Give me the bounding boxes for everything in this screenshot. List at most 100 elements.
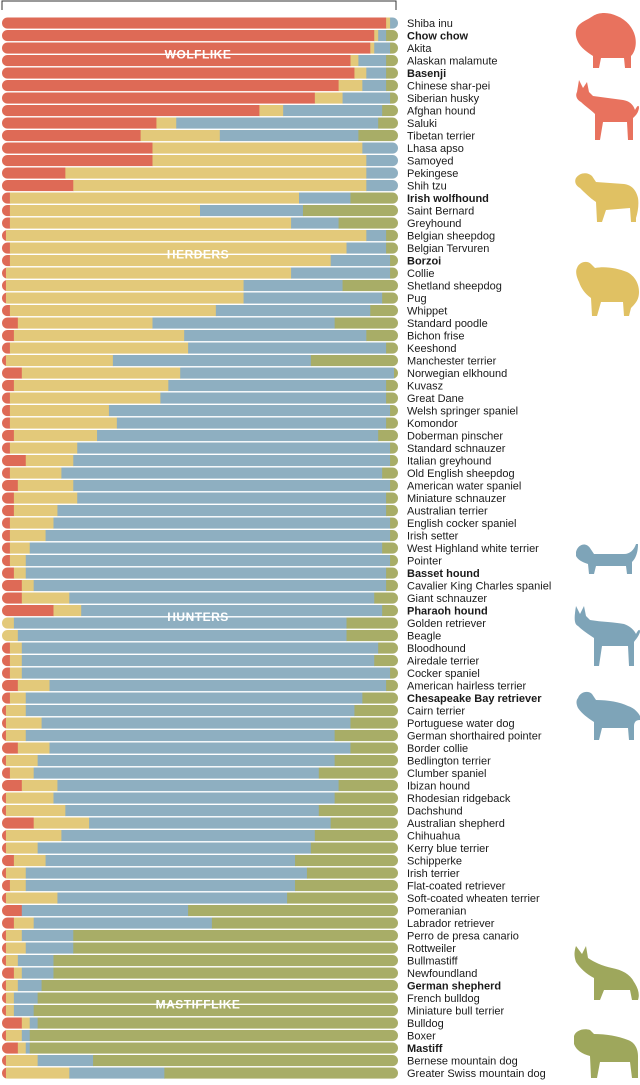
bar-segment-herders <box>9 255 332 267</box>
bar-segment-mastifflike <box>295 880 398 892</box>
breed-label: Greater Swiss mountain dog <box>407 1068 546 1080</box>
bar-segment-herders <box>5 992 15 1004</box>
bar-segment-mastifflike <box>33 1005 398 1017</box>
breed-label: Afghan hound <box>407 106 476 118</box>
bar-segment-wolflike <box>2 642 11 654</box>
breed-row <box>2 942 398 954</box>
bar-segment-mastifflike <box>390 442 398 454</box>
breed-label: Australian terrier <box>407 506 488 518</box>
bar-segment-wolflike <box>2 930 7 942</box>
bar-segment-mastifflike <box>390 42 398 54</box>
bar-segment-herders <box>5 292 245 304</box>
bar-segment-hunters <box>41 717 352 729</box>
bar-segment-hunters <box>17 980 43 992</box>
bar-segment-herders <box>5 1055 39 1067</box>
breed-row <box>2 555 398 567</box>
bar-segment-herders <box>350 55 359 67</box>
bar-segment-hunters <box>299 192 352 204</box>
breed-row <box>2 842 398 854</box>
bar-segment-hunters <box>180 367 395 379</box>
bar-segment-mastifflike <box>374 592 398 604</box>
bar-segment-herders <box>386 17 391 29</box>
breed-label: Golden retriever <box>407 618 486 630</box>
breed-row <box>2 242 398 254</box>
bar-segment-mastifflike <box>394 367 398 379</box>
bar-segment-wolflike <box>2 442 11 454</box>
breed-row <box>2 592 398 604</box>
bar-segment-wolflike <box>2 880 11 892</box>
bar-segment-wolflike <box>2 567 15 579</box>
bar-segment-herders <box>73 180 367 192</box>
breed-label: Rottweiler <box>407 943 456 955</box>
bar-segment-wolflike <box>2 505 15 517</box>
bar-segment-hunters <box>77 492 387 504</box>
bar-segment-hunters <box>21 967 55 979</box>
bar-segment-wolflike <box>2 730 7 742</box>
bar-segment-hunters <box>77 442 391 454</box>
bar-segment-hunters <box>37 842 312 854</box>
breed-label: Basset hound <box>407 568 480 580</box>
bar-segment-wolflike <box>2 105 260 117</box>
breed-label: Schipperke <box>407 856 462 868</box>
breed-label: Norwegian elkhound <box>407 368 507 380</box>
bar-segment-mastifflike <box>342 280 398 292</box>
bar-segment-wolflike <box>2 717 7 729</box>
bar-segment-hunters <box>25 567 387 579</box>
bar-segment-hunters <box>25 555 391 567</box>
breed-row <box>2 417 398 429</box>
bar-segment-herders <box>9 192 300 204</box>
bar-segment-wolflike <box>2 667 11 679</box>
bar-segment-mastifflike <box>386 492 398 504</box>
breed-label: Alaskan malamute <box>407 56 498 68</box>
breed-label: Dachshund <box>407 806 463 818</box>
chow-chow-silhouette-icon <box>575 13 636 68</box>
breed-label: Bichon frise <box>407 331 464 343</box>
bar-segment-wolflike <box>2 42 371 54</box>
bar-segment-hunters <box>69 1067 165 1079</box>
breed-row <box>2 930 398 942</box>
breed-label: Miniature schnauzer <box>407 493 506 505</box>
breed-label: Chihuahua <box>407 831 461 843</box>
breed-row <box>2 617 398 629</box>
bar-segment-mastifflike <box>211 917 398 929</box>
bar-segment-mastifflike <box>382 105 398 117</box>
bar-segment-hunters <box>200 205 304 217</box>
bar-segment-wolflike <box>2 530 11 542</box>
bar-segment-hunters <box>366 67 387 79</box>
breed-row <box>2 155 398 167</box>
breed-row <box>2 392 398 404</box>
bar-segment-hunters <box>53 792 336 804</box>
breed-label: Chinese shar-pei <box>407 81 490 93</box>
bar-segment-mastifflike <box>378 117 398 129</box>
bar-segment-wolflike <box>2 592 23 604</box>
breed-row <box>2 792 398 804</box>
breed-label: Bulldog <box>407 1018 444 1030</box>
bar-segment-hunters <box>25 867 308 879</box>
breed-label: Chow chow <box>407 31 469 43</box>
bar-segment-wolflike <box>2 267 7 279</box>
bar-segment-wolflike <box>2 342 11 354</box>
bar-segment-wolflike <box>2 180 74 192</box>
bar-segment-hunters <box>81 605 383 617</box>
breed-label: Belgian Tervuren <box>407 243 489 255</box>
breed-label: Bloodhound <box>407 643 466 655</box>
breed-row <box>2 80 398 92</box>
bar-segment-mastifflike <box>386 242 398 254</box>
breed-label: American water spaniel <box>407 481 521 493</box>
bar-segment-wolflike <box>2 967 15 979</box>
bar-segment-wolflike <box>2 142 154 154</box>
bar-segment-wolflike <box>2 1017 23 1029</box>
bar-segment-hunters <box>283 105 383 117</box>
breed-row <box>2 17 398 29</box>
bar-segment-mastifflike <box>350 742 398 754</box>
bar-segment-mastifflike <box>386 505 398 517</box>
bar-segment-herders <box>17 317 154 329</box>
bar-segment-hunters <box>37 755 336 767</box>
breed-row <box>2 330 398 342</box>
breed-label: Flat-coated retriever <box>407 881 506 893</box>
bar-segment-hunters <box>37 1055 94 1067</box>
bar-segment-herders <box>13 567 27 579</box>
bar-segment-herders <box>140 130 221 142</box>
bar-segment-wolflike <box>2 217 11 229</box>
bar-segment-mastifflike <box>287 892 398 904</box>
